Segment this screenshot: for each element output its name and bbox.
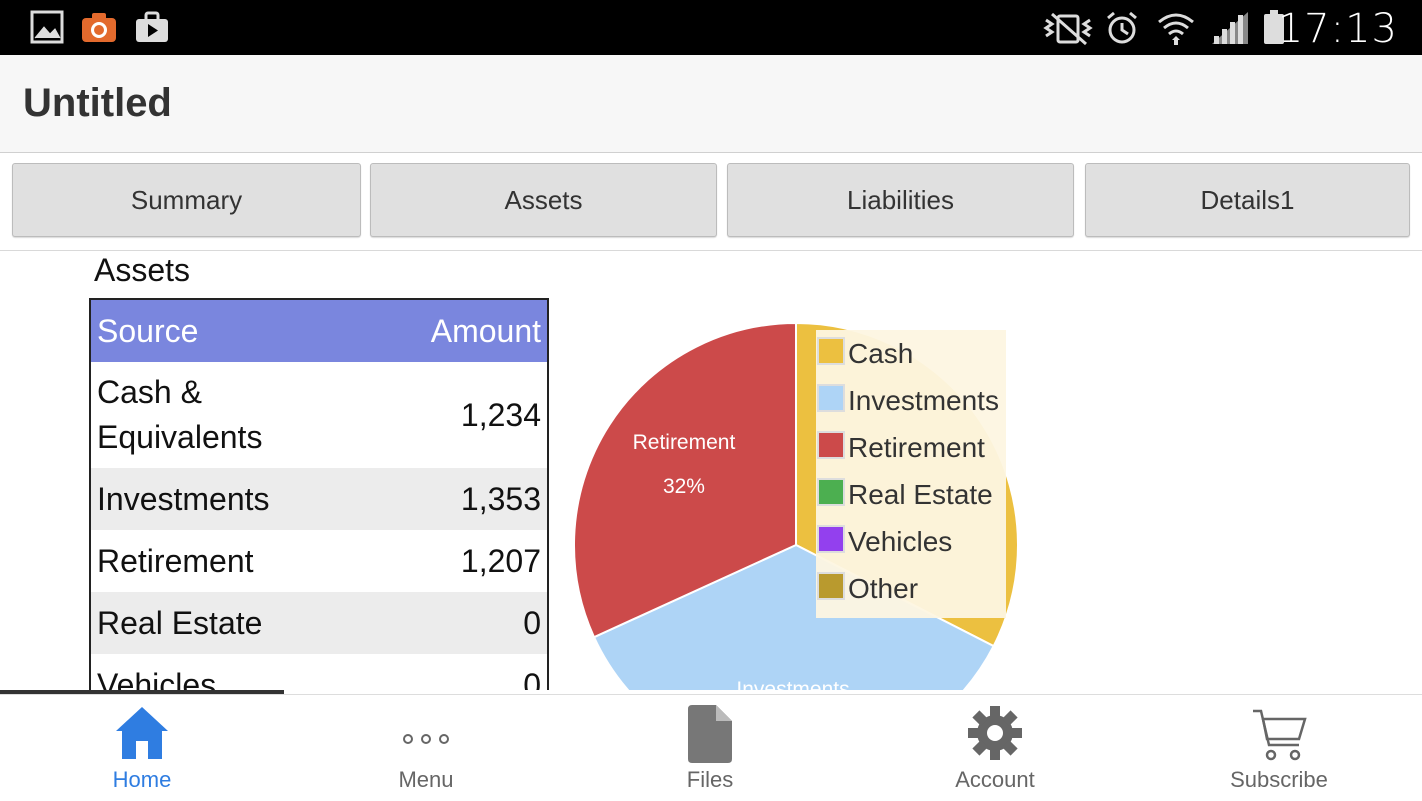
legend-label-other: Other <box>848 573 918 604</box>
row-amount: 1,353 <box>351 468 547 530</box>
tab-summary[interactable]: Summary <box>12 163 361 237</box>
briefcase-icon <box>136 11 168 42</box>
row-source: Investments <box>91 468 351 530</box>
nav-files[interactable]: Files <box>568 695 852 801</box>
row-source: Vehicles <box>97 666 217 691</box>
battery-icon <box>1264 10 1284 44</box>
wifi-icon <box>1158 13 1194 45</box>
nav-files-label: Files <box>686 767 734 792</box>
legend-label-investments: Investments <box>848 385 999 416</box>
legend-swatch-vehicles <box>817 525 845 553</box>
legend-label-vehicles: Vehicles <box>848 526 952 557</box>
slice-label-investments: Investments <box>736 678 849 690</box>
row-amount: 0 <box>351 592 547 654</box>
legend-swatch-real-estate <box>817 478 845 506</box>
legend-label-retirement: Retirement <box>848 432 985 463</box>
slice-percent-retirement: 32% <box>663 475 705 498</box>
row-source: Real Estate <box>91 592 351 654</box>
table-row[interactable]: Retirement 1,207 <box>91 530 547 592</box>
gear-icon <box>968 706 1022 760</box>
legend-background <box>816 330 1006 618</box>
table-row[interactable]: Vehicles 0 <box>91 654 547 691</box>
cart-icon <box>1253 709 1307 761</box>
row-amount: 1,234 <box>460 396 541 433</box>
assets-pie-chart: Retirement 32% Investments Cash Investments… <box>573 321 1019 690</box>
camera-icon <box>82 13 116 42</box>
nav-home[interactable]: Home <box>0 695 284 801</box>
page-title: Untitled <box>23 81 172 125</box>
table-row[interactable]: Real Estate 0 <box>91 592 547 654</box>
bottom-navigation: Home Menu Files <box>0 694 1422 800</box>
table-row[interactable]: Cash & Equivalents 1,234 <box>91 362 547 468</box>
table-row[interactable]: Investments 1,353 <box>91 468 547 530</box>
tab-details1[interactable]: Details1 <box>1085 163 1410 237</box>
slice-label-retirement: Retirement <box>633 431 736 454</box>
signal-icon <box>1212 12 1248 44</box>
app-bar: Untitled <box>0 55 1422 153</box>
legend-label-cash: Cash <box>848 338 913 369</box>
table-header-row: Source Amount <box>91 300 547 362</box>
legend-swatch-investments <box>817 384 845 412</box>
nav-account[interactable]: Account <box>853 695 1137 801</box>
nav-menu[interactable]: Menu <box>284 695 568 801</box>
nav-subscribe[interactable]: Subscribe <box>1137 695 1421 801</box>
pie-slice-investments <box>592 543 995 690</box>
pie-slice-retirement <box>573 321 797 639</box>
status-bar: 17:13 <box>0 0 1422 55</box>
vibrate-mute-icon <box>1043 12 1093 46</box>
tab-bar: Summary Assets Liabilities Details1 <box>0 153 1422 251</box>
legend-swatch-other <box>817 572 845 600</box>
row-amount: 1,207 <box>460 542 541 579</box>
column-header-source: Source <box>91 300 351 362</box>
assets-table[interactable]: Source Amount Cash & Equivalents 1,234 I… <box>89 298 549 690</box>
image-icon <box>30 10 64 44</box>
tab-assets[interactable]: Assets <box>370 163 717 237</box>
column-header-amount: Amount <box>351 300 547 362</box>
alarm-icon <box>1107 11 1137 44</box>
nav-subscribe-label: Subscribe <box>1230 767 1328 792</box>
assets-heading: Assets <box>94 252 191 288</box>
row-source: Cash & Equivalents <box>97 374 263 455</box>
tab-liabilities[interactable]: Liabilities <box>727 163 1074 237</box>
row-amount: 0 <box>523 666 541 691</box>
status-time: 17:13 <box>1277 6 1398 52</box>
nav-account-label: Account <box>955 767 1035 792</box>
legend-label-real-estate: Real Estate <box>848 479 993 510</box>
row-source: Retirement <box>97 542 254 579</box>
legend-swatch-retirement <box>817 431 845 459</box>
more-icon <box>403 734 449 744</box>
nav-home-label: Home <box>112 767 172 792</box>
nav-menu-label: Menu <box>398 767 454 792</box>
horizontal-scrollbar[interactable] <box>0 690 284 694</box>
legend-swatch-cash <box>817 337 845 365</box>
home-icon <box>116 707 168 759</box>
file-icon <box>688 705 732 763</box>
